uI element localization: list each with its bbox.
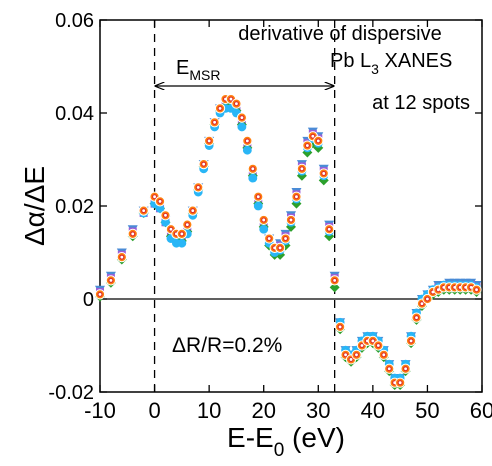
data-point-inner [375, 342, 381, 349]
data-point-inner [195, 184, 201, 190]
annotation-line2-sub: 3 [371, 61, 379, 77]
data-point [329, 282, 340, 293]
data-point-inner [293, 194, 300, 200]
data-point-inner [168, 226, 174, 232]
data-point-inner [337, 324, 343, 330]
x-tick-label: 20 [251, 398, 275, 423]
data-point-inner [282, 235, 289, 242]
y-tick-label: 0.04 [55, 103, 94, 125]
data-point-inner [408, 338, 414, 344]
data-point-inner [228, 96, 234, 102]
annotation-line2-b: XANES [379, 50, 452, 72]
data-point-inner [326, 226, 332, 232]
annotation-line2-a: Pb L [330, 50, 371, 72]
data-point-inner [473, 287, 480, 293]
data-point-inner [179, 231, 185, 237]
data-point-inner [403, 366, 409, 372]
emsr-label-sub: MSR [189, 67, 220, 83]
data-point-inner [130, 231, 136, 237]
data-point-inner [250, 166, 256, 172]
data-series [94, 93, 482, 391]
data-point-inner [370, 338, 376, 344]
data-point-inner [212, 119, 218, 125]
data-point-inner [413, 315, 420, 321]
x-tick-label: 60 [470, 398, 492, 423]
data-point-inner [310, 133, 316, 139]
data-point-inner [244, 138, 250, 144]
x-axis-label-sub: 0 [274, 440, 285, 461]
data-point-inner [348, 356, 354, 363]
x-axis-label: E-E0 (eV) [227, 422, 345, 461]
annotation-line2: Pb L3 XANES [330, 50, 452, 77]
data-point [161, 217, 170, 227]
data-point-inner [184, 222, 190, 228]
data-point-inner [108, 277, 114, 283]
data-point-inner [162, 212, 169, 218]
data-point [259, 224, 269, 234]
y-axis-label: Δα/ΔE [19, 166, 50, 246]
x-axis-label-unit: (eV) [284, 422, 345, 453]
x-tick-label: 10 [197, 398, 221, 423]
series-circle-open-red [94, 93, 482, 388]
data-point-inner [397, 380, 403, 386]
data-point [155, 203, 165, 213]
data-point-inner [157, 198, 163, 204]
data-point-inner [141, 208, 147, 214]
data-point-inner [190, 208, 196, 214]
data-point-inner [119, 254, 125, 260]
x-tick-label: -10 [84, 398, 116, 423]
data-point-inner [233, 101, 240, 107]
y-tick-label: 0 [83, 289, 94, 311]
delta-r-annotation: ΔR/R=0.2% [172, 334, 282, 357]
data-point-inner [321, 170, 327, 177]
data-point-inner [315, 138, 321, 144]
x-tick-label: 50 [415, 398, 439, 423]
data-point-inner [255, 194, 261, 200]
annotation-line3: at 12 spots [372, 92, 470, 114]
data-point-inner [97, 291, 103, 297]
data-point-inner [206, 138, 212, 144]
series-circle [95, 103, 481, 383]
data-point-inner [201, 161, 207, 167]
data-point [253, 201, 263, 211]
data-point-inner [239, 115, 245, 121]
emsr-label-main: E [176, 57, 189, 79]
data-point [248, 173, 258, 183]
x-tick-label: 30 [306, 398, 330, 423]
data-point-inner [386, 366, 392, 372]
data-point-inner [266, 235, 272, 242]
y-tick-label: 0.06 [55, 10, 94, 32]
data-point [237, 122, 247, 132]
data-point-inner [288, 217, 294, 223]
data-point-inner [381, 352, 387, 358]
data-point-inner [261, 217, 267, 223]
data-point-inner [277, 245, 283, 251]
data-point-inner [299, 166, 305, 172]
data-point-inner [419, 301, 425, 307]
emsr-label: EMSR [176, 57, 220, 83]
y-tick-label: 0.02 [55, 196, 94, 218]
data-point-inner [304, 142, 310, 149]
data-point [242, 145, 252, 155]
data-point-inner [353, 352, 360, 358]
data-point-inner [332, 277, 338, 283]
data-point-inner [359, 342, 365, 349]
series-diamond [95, 101, 482, 391]
annotation-line1: derivative of dispersive [238, 23, 441, 45]
x-tick-label: 0 [148, 398, 160, 423]
data-point [177, 238, 187, 248]
data-point-inner [217, 105, 223, 111]
data-point-inner [151, 194, 158, 200]
y-tick-label: -0.02 [48, 382, 94, 404]
x-axis-label-main: E-E [227, 422, 274, 453]
data-point-inner [424, 296, 431, 302]
ticks: -10 0 10 20 30 40 50 60 -0.02 0 0.02 0.04 0.06 [48, 10, 492, 423]
x-tick-label: 40 [361, 398, 385, 423]
data-point-inner [342, 352, 349, 358]
